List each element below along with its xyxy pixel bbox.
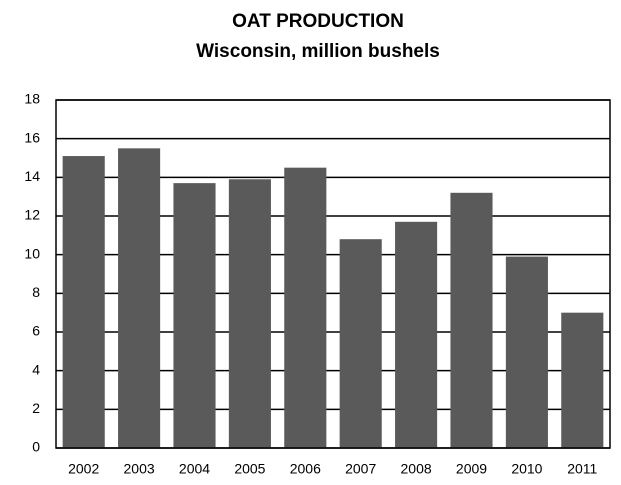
x-tick-label: 2002 [68, 461, 99, 477]
bar [284, 167, 327, 448]
bar [561, 312, 604, 448]
y-tick-label: 12 [24, 207, 40, 223]
y-tick-label: 2 [32, 400, 40, 416]
bar [118, 148, 161, 449]
x-tick-label: 2003 [124, 461, 155, 477]
bar [173, 183, 216, 448]
x-tick-label: 2008 [401, 461, 432, 477]
x-tick-label: 2007 [345, 461, 376, 477]
chart-title: OAT PRODUCTION [232, 11, 404, 32]
bar [395, 221, 438, 448]
bar [62, 156, 105, 449]
bar [450, 192, 493, 448]
bar [505, 256, 548, 448]
x-tick-label: 2006 [290, 461, 321, 477]
y-tick-label: 16 [24, 129, 40, 145]
y-tick-label: 4 [32, 361, 40, 377]
bar [339, 239, 382, 448]
x-tick-label: 2005 [234, 461, 265, 477]
y-tick-label: 14 [24, 168, 40, 184]
x-tick-label: 2009 [456, 461, 487, 477]
bar [228, 179, 271, 448]
y-tick-label: 18 [24, 91, 40, 107]
x-tick-label: 2004 [179, 461, 210, 477]
y-tick-label: 0 [32, 439, 40, 455]
x-tick-label: 2011 [567, 461, 597, 477]
y-tick-label: 6 [32, 323, 40, 339]
chart-subtitle: Wisconsin, million bushels [196, 41, 440, 62]
y-tick-label: 8 [32, 284, 40, 300]
y-tick-label: 10 [24, 245, 40, 261]
plot-frame [55, 99, 611, 449]
x-tick-label: 2010 [511, 461, 542, 477]
